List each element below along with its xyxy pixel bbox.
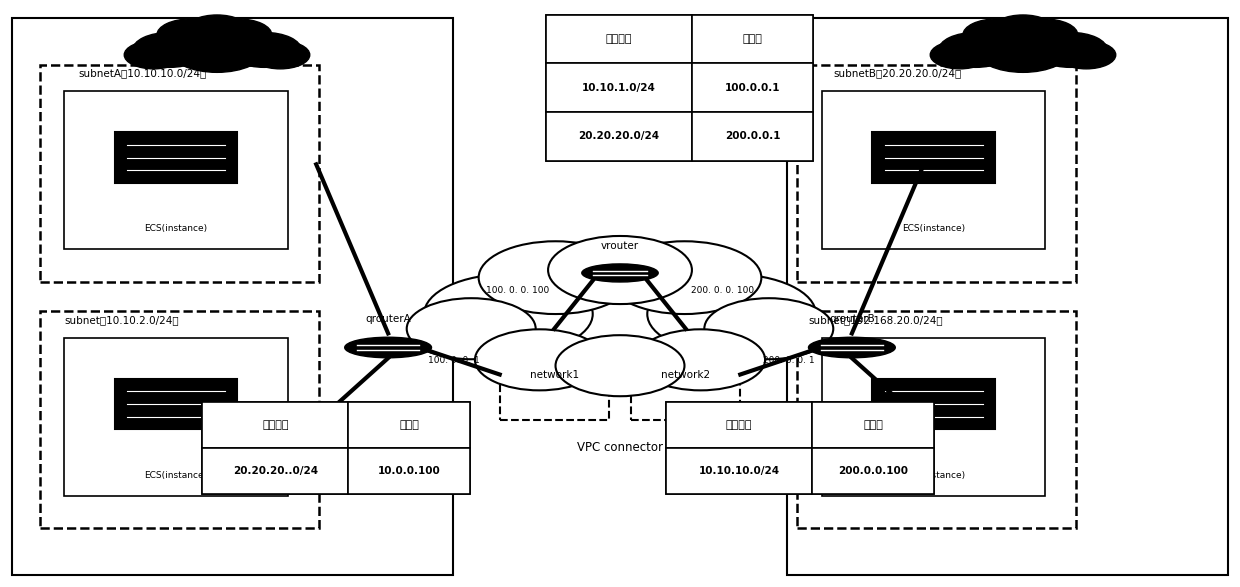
Circle shape [939,32,1012,68]
Circle shape [976,28,1070,72]
Circle shape [636,329,765,390]
FancyBboxPatch shape [64,91,288,249]
Text: ECS(instance): ECS(instance) [903,471,965,480]
FancyBboxPatch shape [873,132,994,183]
FancyBboxPatch shape [666,402,934,494]
FancyBboxPatch shape [114,379,238,430]
Text: subnetB（20.20.20.0/24）: subnetB（20.20.20.0/24） [833,68,961,79]
Circle shape [556,335,684,396]
Circle shape [930,41,990,69]
Text: 100. 0. 0. 100: 100. 0. 0. 100 [486,286,549,295]
Circle shape [475,329,604,390]
Text: 下一跳: 下一跳 [863,420,883,430]
Circle shape [250,41,310,69]
Text: network1: network1 [529,369,579,380]
Text: 10.10.10.0/24: 10.10.10.0/24 [698,465,780,476]
Text: qrouterA: qrouterA [366,314,410,324]
Circle shape [1034,32,1107,68]
Circle shape [608,241,761,314]
Circle shape [186,15,248,45]
Text: subnetA（10.10.10.0/24）: subnetA（10.10.10.0/24） [78,68,206,79]
Text: 下一跳: 下一跳 [743,34,763,44]
Circle shape [1011,19,1078,51]
Circle shape [205,19,272,51]
Circle shape [508,258,732,364]
Text: 目标网段: 目标网段 [262,420,289,430]
Text: ECS(instance): ECS(instance) [145,224,207,234]
FancyBboxPatch shape [822,91,1045,249]
Ellipse shape [808,338,895,358]
Text: 200.0.0.1: 200.0.0.1 [725,131,780,141]
Circle shape [963,19,1030,51]
Text: 200. 0. 0. 100: 200. 0. 0. 100 [691,286,754,295]
Text: 目标网段: 目标网段 [605,34,632,44]
FancyBboxPatch shape [692,63,813,112]
FancyBboxPatch shape [348,402,470,448]
Text: 200.0.0.100: 200.0.0.100 [838,465,908,476]
FancyBboxPatch shape [202,448,348,494]
Circle shape [704,298,833,359]
FancyBboxPatch shape [114,132,238,183]
FancyBboxPatch shape [546,112,692,161]
Text: 10.0.0.100: 10.0.0.100 [378,465,440,476]
Text: 10.10.1.0/24: 10.10.1.0/24 [582,83,656,93]
FancyBboxPatch shape [787,18,1228,575]
Text: subnet（192.168.20.0/24）: subnet（192.168.20.0/24） [808,315,944,325]
Circle shape [424,274,593,354]
Ellipse shape [345,338,432,358]
Text: 下一跳: 下一跳 [399,420,419,430]
FancyBboxPatch shape [812,402,934,448]
Circle shape [133,32,206,68]
Text: network2: network2 [661,369,711,380]
Circle shape [479,241,632,314]
Circle shape [548,236,692,304]
Circle shape [407,298,536,359]
Circle shape [170,28,264,72]
FancyBboxPatch shape [873,379,994,430]
Text: qrouterB: qrouterB [830,314,874,324]
Circle shape [157,19,224,51]
Text: 100. 0. 0. 1: 100. 0. 0. 1 [428,356,480,365]
FancyBboxPatch shape [692,112,813,161]
Text: subnet（10.10.2.0/24）: subnet（10.10.2.0/24） [64,315,179,325]
FancyBboxPatch shape [692,15,813,63]
FancyBboxPatch shape [666,402,812,448]
FancyBboxPatch shape [64,338,288,496]
Text: 100.0.0.1: 100.0.0.1 [725,83,780,93]
Circle shape [124,41,184,69]
Text: 20.20.20..0/24: 20.20.20..0/24 [233,465,317,476]
Text: 20.20.20.0/24: 20.20.20.0/24 [578,131,660,141]
Ellipse shape [582,264,658,282]
FancyBboxPatch shape [12,18,453,575]
FancyBboxPatch shape [202,402,348,448]
FancyBboxPatch shape [202,402,470,494]
Circle shape [992,15,1054,45]
FancyBboxPatch shape [822,338,1045,496]
FancyBboxPatch shape [546,63,692,112]
Text: 200. 0. 0. 1: 200. 0. 0. 1 [763,356,815,365]
Circle shape [647,274,816,354]
Circle shape [1056,41,1116,69]
Text: VPC connector: VPC connector [577,441,663,454]
Text: ECS(instance): ECS(instance) [903,224,965,234]
Text: ECS(instance): ECS(instance) [145,471,207,480]
FancyBboxPatch shape [812,448,934,494]
FancyBboxPatch shape [666,448,812,494]
FancyBboxPatch shape [546,15,813,161]
Text: 目标网段: 目标网段 [725,420,753,430]
FancyBboxPatch shape [546,15,692,63]
Text: vrouter: vrouter [601,241,639,251]
FancyBboxPatch shape [348,448,470,494]
Circle shape [228,32,301,68]
